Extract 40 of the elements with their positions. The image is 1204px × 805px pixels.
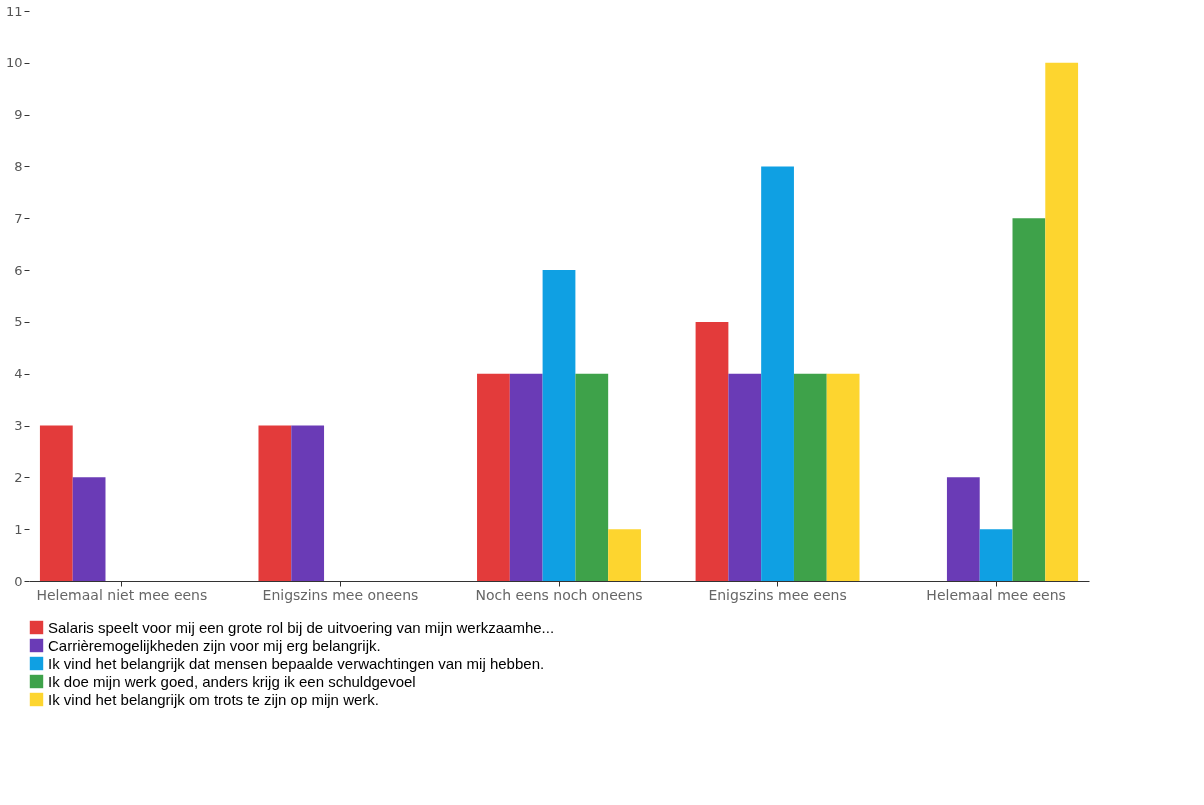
legend-label: Carrièremogelijkheden zijn voor mij erg belangrijk. [48, 636, 381, 654]
bar [509, 373, 543, 581]
bar [826, 373, 860, 581]
bar [291, 425, 325, 581]
y-tick-label: 3 [14, 418, 23, 434]
x-tick-label: Noch eens noch oneens [475, 586, 643, 603]
y-tick-label: 7 [14, 210, 23, 226]
x-tick-label: Helemaal mee eens [926, 586, 1066, 603]
bar [1045, 62, 1079, 581]
bar [793, 373, 827, 581]
bar [946, 477, 980, 581]
legend-label: Ik doe mijn werk goed, anders krijg ik een schuldgevoel [48, 672, 416, 690]
bar [608, 529, 641, 581]
y-tick-label: 5 [14, 314, 23, 330]
bar [728, 373, 762, 581]
x-tick-label: Enigszins mee oneens [262, 586, 419, 603]
bar [979, 529, 1013, 581]
legend-label: Ik vind het belangrijk om trots te zijn op mijn werk. [48, 690, 379, 708]
y-tick-label: 10 [5, 55, 23, 71]
bar [695, 321, 729, 581]
x-tick-label: Helemaal niet mee eens [36, 586, 208, 603]
bar [258, 425, 292, 581]
y-tick-label: 6 [14, 262, 23, 278]
bar [1012, 218, 1046, 581]
bar [39, 425, 73, 581]
y-tick-label: 8 [14, 158, 23, 174]
y-tick-label: 11 [5, 3, 23, 19]
bar [477, 373, 510, 581]
bar [761, 166, 794, 581]
bar [72, 477, 106, 581]
bar [575, 373, 609, 581]
bar [542, 270, 576, 581]
y-tick-label: 9 [14, 107, 23, 123]
y-tick-label: 1 [14, 521, 23, 537]
y-tick-label: 4 [14, 366, 23, 382]
y-tick-label: 0 [14, 573, 23, 589]
legend-label: Ik vind het belangrijk dat mensen bepaalde verwachtingen van mij hebben. [48, 654, 545, 672]
legend-label: Salaris speelt voor mij een grote rol bij de uitvoering van mijn werkzaamhe... [48, 618, 555, 636]
x-tick-label: Enigszins mee eens [708, 586, 847, 603]
y-tick-label: 2 [14, 469, 23, 485]
